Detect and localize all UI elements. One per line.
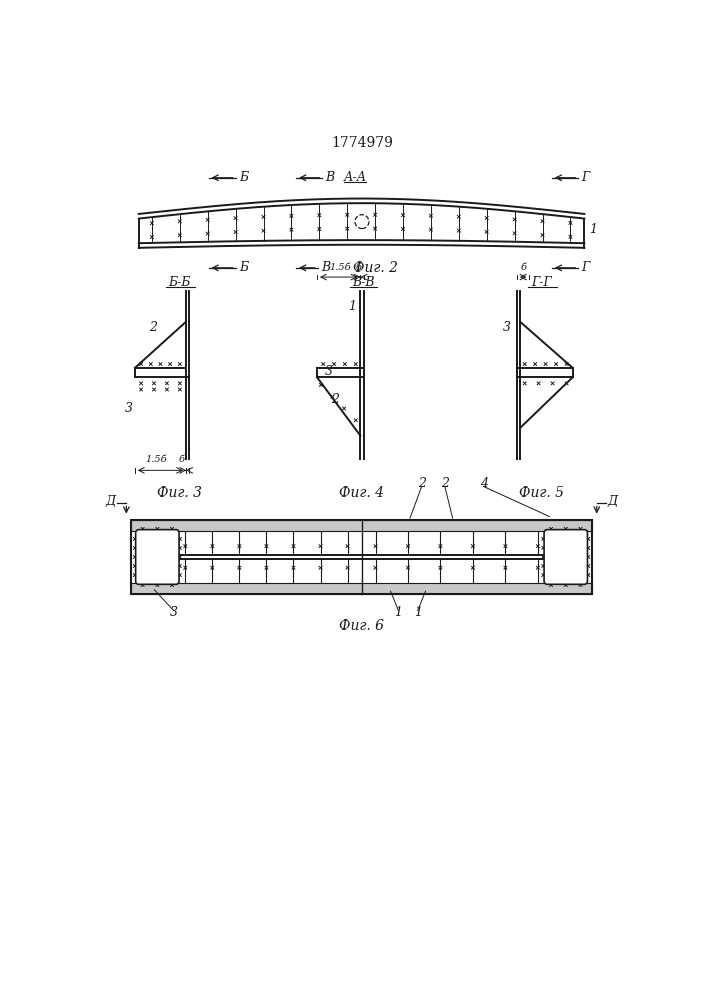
Text: Д: Д	[105, 495, 115, 508]
Text: Д: Д	[607, 495, 618, 508]
Text: б: б	[178, 455, 185, 464]
Text: Г: Г	[581, 261, 590, 274]
Text: 3: 3	[325, 365, 332, 378]
Text: Фиг. 5: Фиг. 5	[519, 486, 564, 500]
FancyBboxPatch shape	[544, 530, 588, 584]
Text: А-А: А-А	[344, 171, 368, 184]
Text: 2: 2	[331, 393, 339, 406]
Text: 2: 2	[441, 477, 449, 490]
Text: Б: Б	[239, 261, 248, 274]
Text: 1.5б: 1.5б	[146, 455, 168, 464]
Text: б: б	[355, 263, 361, 272]
Text: 1: 1	[348, 300, 356, 313]
Text: Фиг. 2: Фиг. 2	[353, 261, 397, 275]
Bar	[131, 583, 592, 594]
Text: 4: 4	[479, 477, 488, 490]
Text: 3: 3	[124, 402, 133, 415]
Text: В: В	[321, 261, 330, 274]
Text: 2: 2	[418, 477, 426, 490]
Text: Фиг. 3: Фиг. 3	[158, 486, 202, 500]
Text: 1774979: 1774979	[331, 136, 393, 150]
Text: Г: Г	[581, 171, 590, 184]
Text: 3: 3	[170, 606, 177, 619]
Text: 1: 1	[395, 606, 402, 619]
Text: Б-Б: Б-Б	[168, 276, 191, 289]
Text: 1: 1	[589, 223, 597, 236]
Text: 2: 2	[148, 321, 157, 334]
Bar	[131, 520, 592, 594]
Text: Фиг. 6: Фиг. 6	[339, 619, 385, 633]
Text: В: В	[325, 171, 334, 184]
Text: Б: Б	[239, 171, 248, 184]
Text: В-В: В-В	[352, 276, 375, 289]
FancyBboxPatch shape	[136, 530, 179, 584]
Bar	[131, 520, 592, 531]
Text: Г-Г: Г-Г	[532, 276, 552, 289]
Text: 1: 1	[414, 606, 422, 619]
Text: 1.5б: 1.5б	[329, 263, 351, 272]
Text: 3: 3	[503, 321, 511, 334]
Text: б: б	[521, 263, 527, 272]
Text: Фиг. 4: Фиг. 4	[339, 486, 385, 500]
